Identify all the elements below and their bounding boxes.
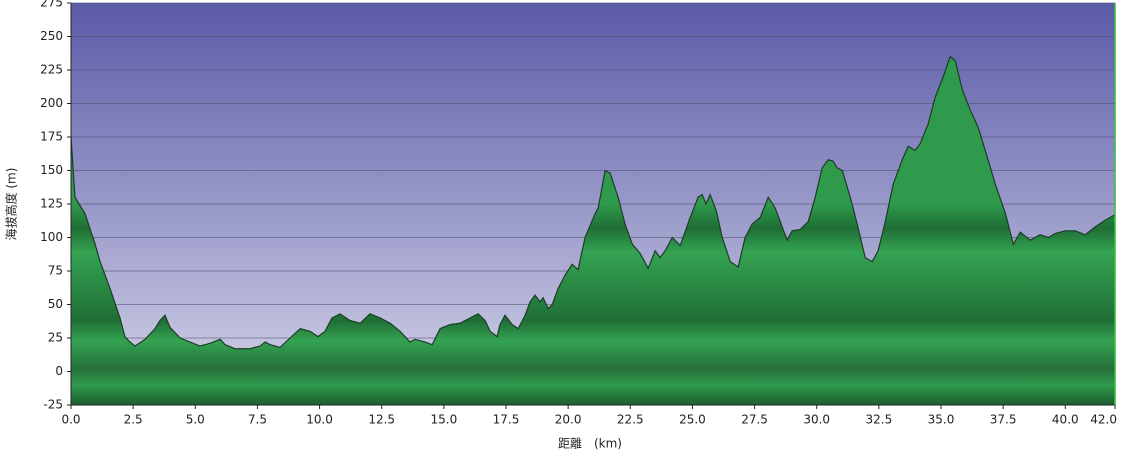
y-tick-label: 250	[40, 29, 63, 43]
x-tick-label: 10.0	[306, 413, 333, 427]
x-tick-label: 17.5	[493, 413, 520, 427]
elevation-line	[70, 55, 1116, 350]
y-tick-label: 0	[55, 364, 63, 378]
x-tick-label: 2.5	[124, 413, 143, 427]
x-tick-label: 5.0	[186, 413, 205, 427]
x-tick-label: 22.5	[617, 413, 644, 427]
x-tick-label: 37.5	[990, 413, 1017, 427]
y-tick-label: 75	[48, 264, 63, 278]
x-tick-label: 15.0	[430, 413, 457, 427]
y-tick-label: 225	[40, 63, 63, 77]
x-tick-label: 25.0	[679, 413, 706, 427]
y-tick-label: 275	[40, 0, 63, 10]
y-tick-label: 100	[40, 230, 63, 244]
x-tick-label: 7.5	[248, 413, 267, 427]
y-tick-label: 200	[40, 96, 63, 110]
y-axis-title: 海拔高度 (m)	[4, 168, 19, 241]
y-tick-label: 175	[40, 130, 63, 144]
y-tick-label: 25	[48, 331, 63, 345]
x-tick-label: 30.0	[803, 413, 830, 427]
x-tick-label: 12.5	[368, 413, 395, 427]
y-tick-label: -25	[43, 398, 63, 412]
x-tick-label: 0.0	[61, 413, 80, 427]
x-tick-label: 42.0	[1090, 413, 1117, 427]
x-tick-label: 35.0	[928, 413, 955, 427]
x-tick-label: 32.5	[865, 413, 892, 427]
x-axis-title: 距離 (km)	[558, 437, 622, 451]
x-tick-label: 40.0	[1052, 413, 1079, 427]
y-tick-label: 125	[40, 197, 63, 211]
y-tick-label: 150	[40, 163, 63, 177]
y-tick-label: 50	[48, 297, 63, 311]
x-tick-label: 20.0	[555, 413, 582, 427]
x-tick-label: 27.5	[741, 413, 768, 427]
